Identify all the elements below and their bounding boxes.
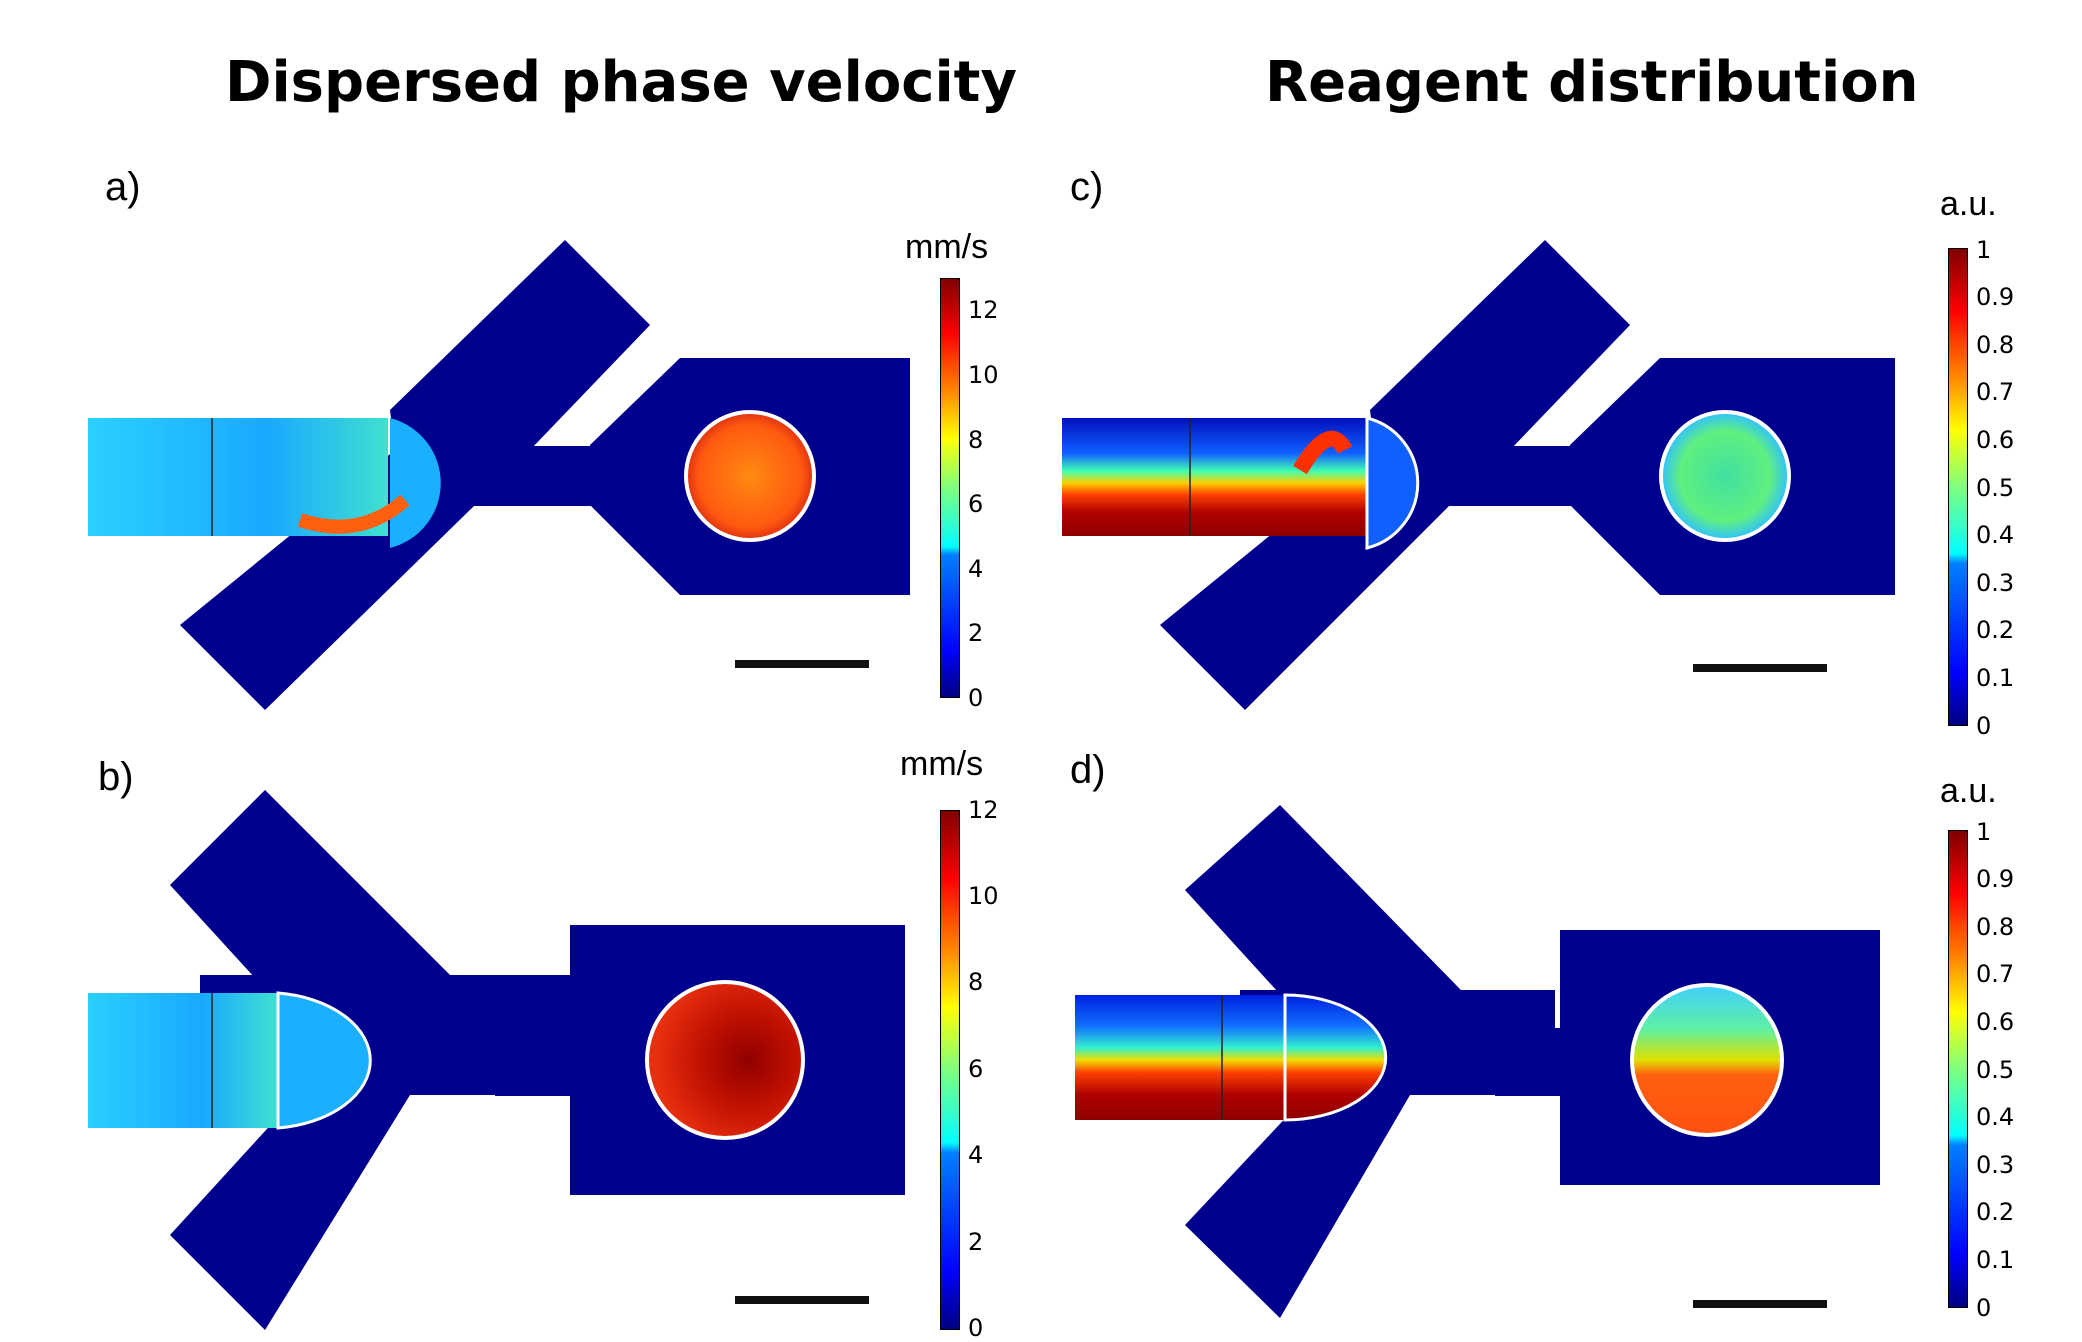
tick-label: 1 [1976, 236, 1992, 264]
tick-label: 0.2 [1976, 616, 2015, 644]
colorbar-c [1948, 248, 1968, 726]
tick-label: 6 [968, 490, 984, 518]
tick-label: 10 [968, 361, 999, 389]
tick-label: 12 [968, 796, 999, 824]
tick-label: 0.3 [1976, 569, 2015, 597]
tick-label: 0.4 [1976, 521, 2015, 549]
tick-label: 4 [968, 1141, 984, 1169]
column-title-reagent: Reagent distribution [1265, 50, 1919, 115]
tick-label: 0.6 [1976, 426, 2015, 454]
tick-label: 8 [968, 968, 984, 996]
tick-label: 0.7 [1976, 960, 2015, 988]
tick-label: 0.2 [1976, 1198, 2015, 1226]
tick-label: 0 [968, 684, 984, 712]
colorbar-unit-b: mm/s [900, 745, 984, 783]
tick-label: 0.9 [1976, 865, 2015, 893]
tick-label: 0.8 [1976, 913, 2015, 941]
colorbar-a [940, 278, 960, 698]
colorbar-d [1948, 830, 1968, 1308]
tick-label: 0.4 [1976, 1103, 2015, 1131]
panel-c-geometry [1062, 240, 1895, 710]
tick-label: 0.1 [1976, 664, 2015, 692]
panel-d-geometry [1075, 805, 1880, 1318]
tick-label: 12 [968, 296, 999, 324]
tick-label: 0.7 [1976, 378, 2015, 406]
tick-label: 2 [968, 619, 984, 647]
tick-label: 2 [968, 1228, 984, 1256]
tick-label: 4 [968, 555, 984, 583]
tick-label: 1 [1976, 818, 1992, 846]
colorbar-unit-c: a.u. [1940, 185, 1997, 223]
panel-a-geometry [88, 240, 910, 710]
tick-label: 0.1 [1976, 1246, 2015, 1274]
panel-label-d: d) [1070, 748, 1106, 792]
tick-label: 6 [968, 1055, 984, 1083]
tick-label: 0 [1976, 712, 1992, 740]
tick-label: 0 [1976, 1294, 1992, 1322]
tick-label: 0.5 [1976, 1056, 2015, 1084]
tick-label: 8 [968, 426, 984, 454]
column-title-velocity: Dispersed phase velocity [225, 50, 1017, 115]
tick-label: 0.8 [1976, 331, 2015, 359]
panel-label-c: c) [1070, 165, 1104, 209]
panel-label-a: a) [105, 165, 141, 209]
colorbar-b [940, 810, 960, 1330]
tick-label: 10 [968, 882, 999, 910]
tick-label: 0 [968, 1314, 984, 1342]
tick-label: 0.6 [1976, 1008, 2015, 1036]
scale-bar-c [1693, 664, 1827, 672]
scale-bar-b [735, 1296, 869, 1304]
tick-label: 0.9 [1976, 283, 2015, 311]
scale-bar-d [1693, 1300, 1827, 1308]
tick-label: 0.5 [1976, 474, 2015, 502]
colorbar-unit-d: a.u. [1940, 772, 1997, 810]
panel-label-b: b) [98, 755, 134, 799]
panel-b-geometry [88, 790, 905, 1330]
colorbar-unit-a: mm/s [905, 228, 989, 266]
tick-label: 0.3 [1976, 1151, 2015, 1179]
scale-bar-a [735, 660, 869, 668]
